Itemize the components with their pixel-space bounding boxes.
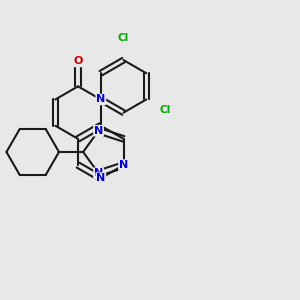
- Text: N: N: [96, 94, 105, 104]
- Text: Cl: Cl: [160, 105, 171, 116]
- Text: N: N: [94, 168, 103, 178]
- Text: Cl: Cl: [118, 33, 129, 43]
- Text: N: N: [119, 160, 128, 170]
- Text: N: N: [94, 126, 103, 136]
- Text: N: N: [96, 173, 105, 183]
- Text: O: O: [74, 56, 83, 66]
